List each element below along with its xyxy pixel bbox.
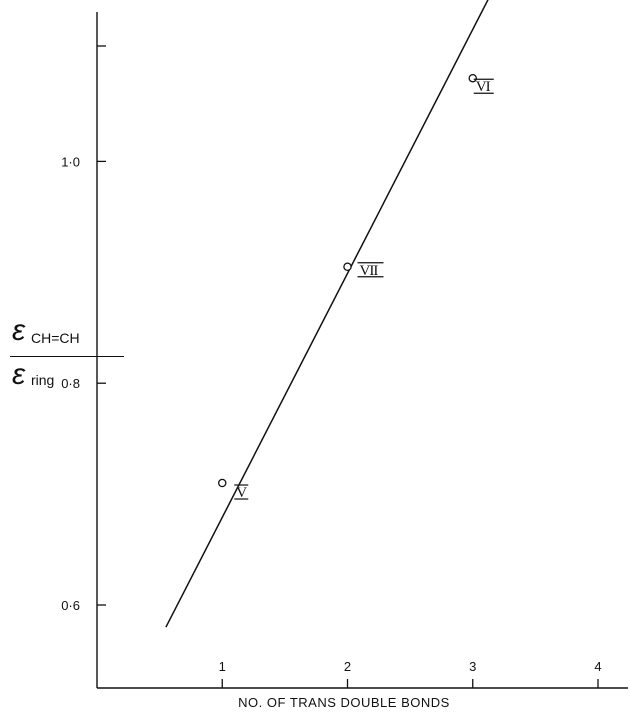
data-points: VVIIVIVIII [217,73,494,501]
y-label-numerator-subscript: CH=CH [31,330,80,346]
y-ticks: 0·60·81·01·21·4 [61,154,106,613]
point-label: VI [476,79,491,95]
y-label-denominator-symbol: ε [12,358,26,391]
x-ticks: 1 2 3 4 [219,659,602,688]
axes [96,12,628,689]
data-point [217,478,227,488]
y-label-denominator-subscript: ring [31,372,55,388]
x-tick-label: 2 [344,659,351,674]
fit-line-group [165,0,489,628]
x-axis-label: NO. OF TRANS DOUBLE BONDS [238,695,450,710]
data-point [343,262,352,272]
y-tick-label: 1·0 [61,154,80,169]
x-tick-label: 4 [594,659,601,674]
data-point [468,73,477,83]
y-label-numerator-symbol: ε [12,314,26,347]
fit-line [165,0,489,628]
point-label: V [236,485,247,501]
x-tick-label: 1 [219,659,226,674]
y-label-fraction-bar [10,356,124,358]
x-tick-label: 3 [469,659,476,674]
y-tick-label: 0·8 [61,376,80,391]
point-label: VII [360,263,379,279]
y-tick-label: 0·6 [61,598,80,613]
